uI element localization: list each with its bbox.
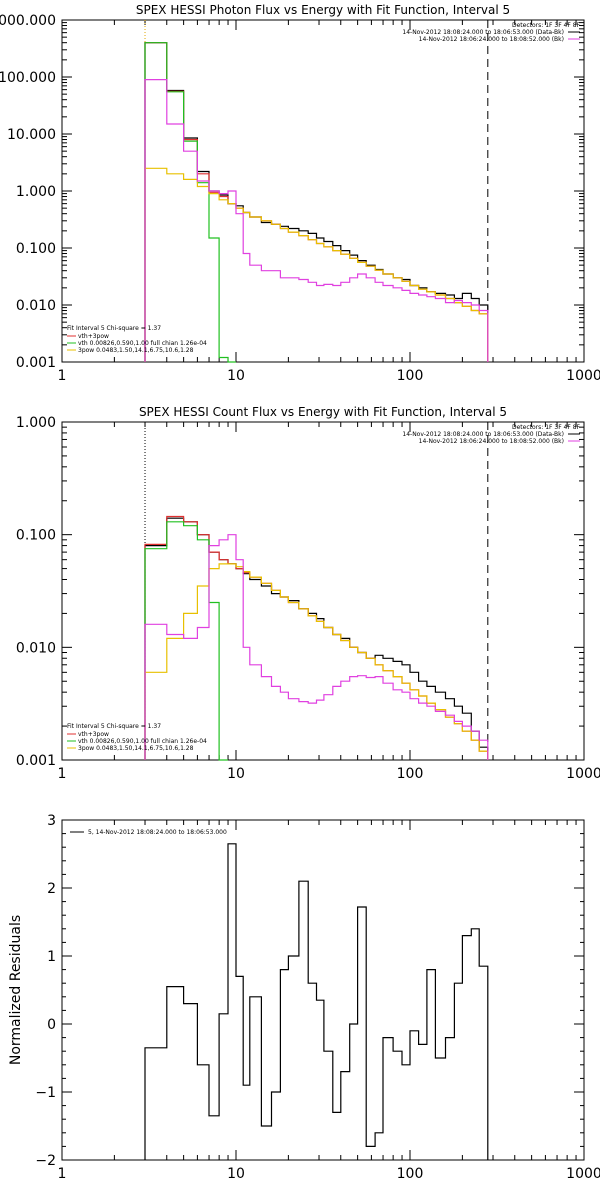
x-tick-label: 1000 — [566, 766, 600, 782]
chart-panel-3: 1 10 100 1000 −2 −1 0 1 2 3 Normalized Residuals 5,… — [8, 813, 600, 1182]
x-tick-label: 1 — [58, 766, 67, 782]
detectors-label: Detectors: 1F 3F 4F 8F — [512, 424, 581, 431]
y-tick-label: 1.000 — [16, 415, 56, 431]
y-tick-label: −1 — [35, 1085, 56, 1101]
x-tick-label: 10 — [227, 1166, 245, 1182]
x-tick-label: 10 — [227, 368, 245, 384]
x-tick-label: 1 — [58, 368, 67, 384]
histogram-series-5 — [144, 79, 489, 362]
legend-entry: vth+3pow — [78, 731, 109, 738]
y-tick-label: 1000.000 — [0, 13, 56, 29]
histogram-series-2 — [144, 42, 489, 362]
y-tick-label: 0 — [47, 1017, 56, 1033]
plot-frame — [61, 819, 585, 1161]
y-tick-label: 10.000 — [7, 127, 56, 143]
y-tick-label: 0.010 — [16, 298, 56, 314]
histogram-series-3 — [144, 521, 228, 761]
histogram-series-5 — [144, 534, 489, 760]
y-tick-label: 1 — [47, 949, 56, 965]
legend-entry: vth 0.00826,0.590,1.00 full chian 1.26e-… — [78, 340, 207, 347]
legend-entry: 3pow 0.0483,1.50,14.1,6.75,10.6,1.28 — [78, 347, 194, 354]
histogram-series-4 — [144, 167, 489, 362]
plot-frame — [61, 19, 585, 363]
x-tick-label: 100 — [397, 766, 424, 782]
plot-frame — [61, 421, 585, 761]
chart-title: SPEX HESSI Photon Flux vs Energy with Fi… — [136, 3, 510, 17]
histogram-series-1 — [144, 517, 489, 760]
chart-title: SPEX HESSI Count Flux vs Energy with Fit… — [139, 405, 507, 419]
y-tick-label: 0.001 — [16, 355, 56, 371]
legend-entry: vth+3pow — [78, 333, 109, 340]
y-tick-label: 0.010 — [16, 640, 56, 656]
y-tick-label: 0.001 — [16, 753, 56, 769]
x-tick-label: 100 — [397, 1166, 424, 1182]
detectors-label: Detectors: 1F 3F 4F 8F — [512, 22, 581, 29]
histogram-series-1 — [144, 843, 489, 1160]
y-tick-label: 0.100 — [16, 241, 56, 257]
legend-entry: 5, 14-Nov-2012 18:08:24.000 to 18:06:53.… — [88, 829, 227, 836]
y-tick-label: 3 — [47, 813, 56, 829]
x-tick-label: 1 — [58, 1166, 67, 1182]
y-axis-label: Normalized Residuals — [8, 915, 24, 1065]
chart-panel-1: SPEX HESSI Photon Flux vs Energy with Fi… — [0, 3, 600, 384]
y-tick-label: −2 — [35, 1153, 56, 1169]
chart-panel-2: SPEX HESSI Count Flux vs Energy with Fit… — [16, 405, 600, 782]
y-tick-label: 100.000 — [0, 70, 56, 86]
y-tick-label: 2 — [47, 881, 56, 897]
x-tick-label: 100 — [397, 368, 424, 384]
x-tick-label: 10 — [227, 766, 245, 782]
x-tick-label: 1000 — [566, 1166, 600, 1182]
fit-legend-title: Fit Interval 5 Chi-square = 1.37 — [67, 325, 161, 332]
y-tick-label: 0.100 — [16, 528, 56, 544]
time-interval-label: 14-Nov-2012 18:06:24.000 to 18:08:52.000… — [419, 36, 564, 43]
histogram-series-3 — [144, 42, 236, 363]
time-interval-label: 14-Nov-2012 18:08:24.000 to 18:06:53.000… — [402, 431, 564, 438]
time-interval-label: 14-Nov-2012 18:06:24.000 to 18:08:52.000… — [419, 438, 564, 445]
legend-entry: vth 0.00826,0.590,1.00 full chian 1.26e-… — [78, 738, 207, 745]
histogram-series-4 — [144, 563, 489, 760]
x-tick-label: 1000 — [566, 368, 600, 384]
time-interval-label: 14-Nov-2012 18:08:24.000 to 18:06:53.000… — [402, 29, 564, 36]
y-tick-label: 1.000 — [16, 184, 56, 200]
fit-legend-title: Fit Interval 5 Chi-square = 1.37 — [67, 723, 161, 730]
legend-entry: 3pow 0.0483,1.50,14.1,6.75,10.6,1.28 — [78, 745, 194, 752]
histogram-series-1 — [144, 42, 489, 362]
